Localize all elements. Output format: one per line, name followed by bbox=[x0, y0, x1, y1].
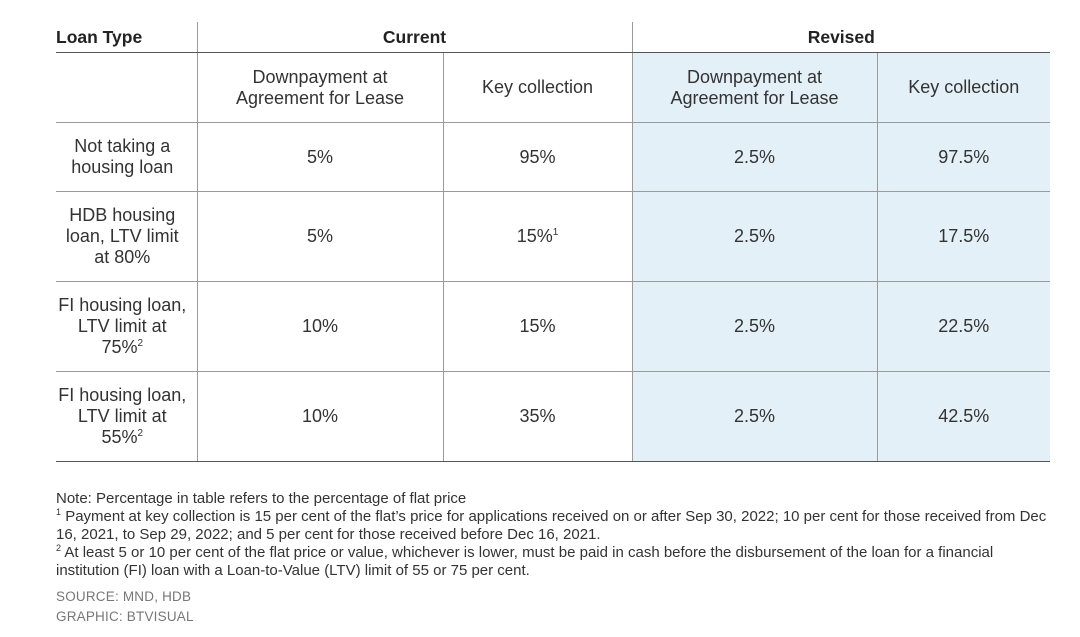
footnote-marker: 2 bbox=[137, 338, 144, 349]
note-text: Note: Percentage in table refers to the … bbox=[56, 490, 467, 507]
revised-downpayment-cell: 2.5% bbox=[631, 191, 878, 282]
revised-key-cell: 17.5% bbox=[876, 191, 1051, 282]
current-key-cell: 15% bbox=[442, 281, 633, 372]
footnote-2-text: At least 5 or 10 per cent of the flat pr… bbox=[56, 544, 994, 579]
revised-key-cell: 22.5% bbox=[876, 281, 1051, 372]
footnote-1: 1 Payment at key collection is 15 per ce… bbox=[56, 508, 1056, 544]
table-row: FI housing loan, LTV limit at 55%2 10% 3… bbox=[56, 371, 1051, 462]
current-downpayment-cell: 10% bbox=[196, 281, 443, 372]
row-label-text: FI housing loan, LTV limit at 55% bbox=[58, 385, 187, 447]
row-label: Not taking a housing loan bbox=[56, 122, 197, 192]
current-key-collection-header: Key collection bbox=[442, 52, 633, 123]
revised-downpayment-cell: 2.5% bbox=[631, 122, 878, 192]
table-notes: Note: Percentage in table refers to the … bbox=[56, 490, 1056, 580]
current-downpayment-cell: 10% bbox=[196, 371, 443, 462]
revised-key-cell: 42.5% bbox=[876, 371, 1051, 462]
revised-downpayment-header: Downpayment at Agreement for Lease bbox=[631, 52, 878, 123]
current-downpayment-header: Downpayment at Agreement for Lease bbox=[196, 52, 443, 123]
table-row: HDB housing loan, LTV limit at 80% 5% 15… bbox=[56, 191, 1051, 282]
credits: SOURCE: MND, HDB GRAPHIC: BTVISUAL bbox=[56, 587, 194, 627]
revised-group-header: Revised bbox=[631, 22, 1051, 53]
footnote-marker: 1 bbox=[552, 227, 559, 238]
row-label-text: HDB housing loan, LTV limit at 80% bbox=[65, 205, 179, 267]
graphic-credit: GRAPHIC: BTVISUAL bbox=[56, 609, 194, 624]
row-label: HDB housing loan, LTV limit at 80% bbox=[56, 191, 197, 282]
footnote-1-text: Payment at key collection is 15 per cent… bbox=[56, 508, 1047, 543]
current-group-header: Current bbox=[196, 22, 633, 53]
row-label-text: FI housing loan, LTV limit at 75% bbox=[58, 295, 187, 357]
row-label-text: Not taking a housing loan bbox=[71, 136, 174, 177]
group-header-row: Loan Type Current Revised bbox=[56, 22, 1051, 53]
row-label: FI housing loan, LTV limit at 55%2 bbox=[56, 371, 197, 462]
footnote-2-marker: 2 bbox=[56, 543, 62, 553]
current-key-cell: 35% bbox=[442, 371, 633, 462]
current-downpayment-cell: 5% bbox=[196, 191, 443, 282]
footnote-marker: 2 bbox=[137, 428, 144, 439]
loan-type-header: Loan Type bbox=[56, 22, 197, 53]
table-row: Not taking a housing loan 5% 95% 2.5% 97… bbox=[56, 122, 1051, 192]
revised-downpayment-cell: 2.5% bbox=[631, 281, 878, 372]
empty-header-cell bbox=[56, 52, 197, 123]
column-header-row: Downpayment at Agreement for Lease Key c… bbox=[56, 52, 1051, 123]
downpayment-table: Loan Type Current Revised Downpayment at… bbox=[56, 22, 1051, 462]
current-key-cell: 95% bbox=[442, 122, 633, 192]
cell-value: 15% bbox=[516, 226, 553, 246]
current-downpayment-cell: 5% bbox=[196, 122, 443, 192]
revised-downpayment-cell: 2.5% bbox=[631, 371, 878, 462]
loan-table-container: Loan Type Current Revised Downpayment at… bbox=[56, 22, 1051, 462]
current-key-cell: 15%1 bbox=[442, 191, 633, 282]
revised-key-collection-header: Key collection bbox=[876, 52, 1051, 123]
footnote-1-marker: 1 bbox=[56, 507, 62, 517]
source-credit: SOURCE: MND, HDB bbox=[56, 589, 192, 604]
table-row: FI housing loan, LTV limit at 75%2 10% 1… bbox=[56, 281, 1051, 372]
row-label: FI housing loan, LTV limit at 75%2 bbox=[56, 281, 197, 372]
revised-key-cell: 97.5% bbox=[876, 122, 1051, 192]
footnote-2: 2 At least 5 or 10 per cent of the flat … bbox=[56, 544, 1056, 580]
